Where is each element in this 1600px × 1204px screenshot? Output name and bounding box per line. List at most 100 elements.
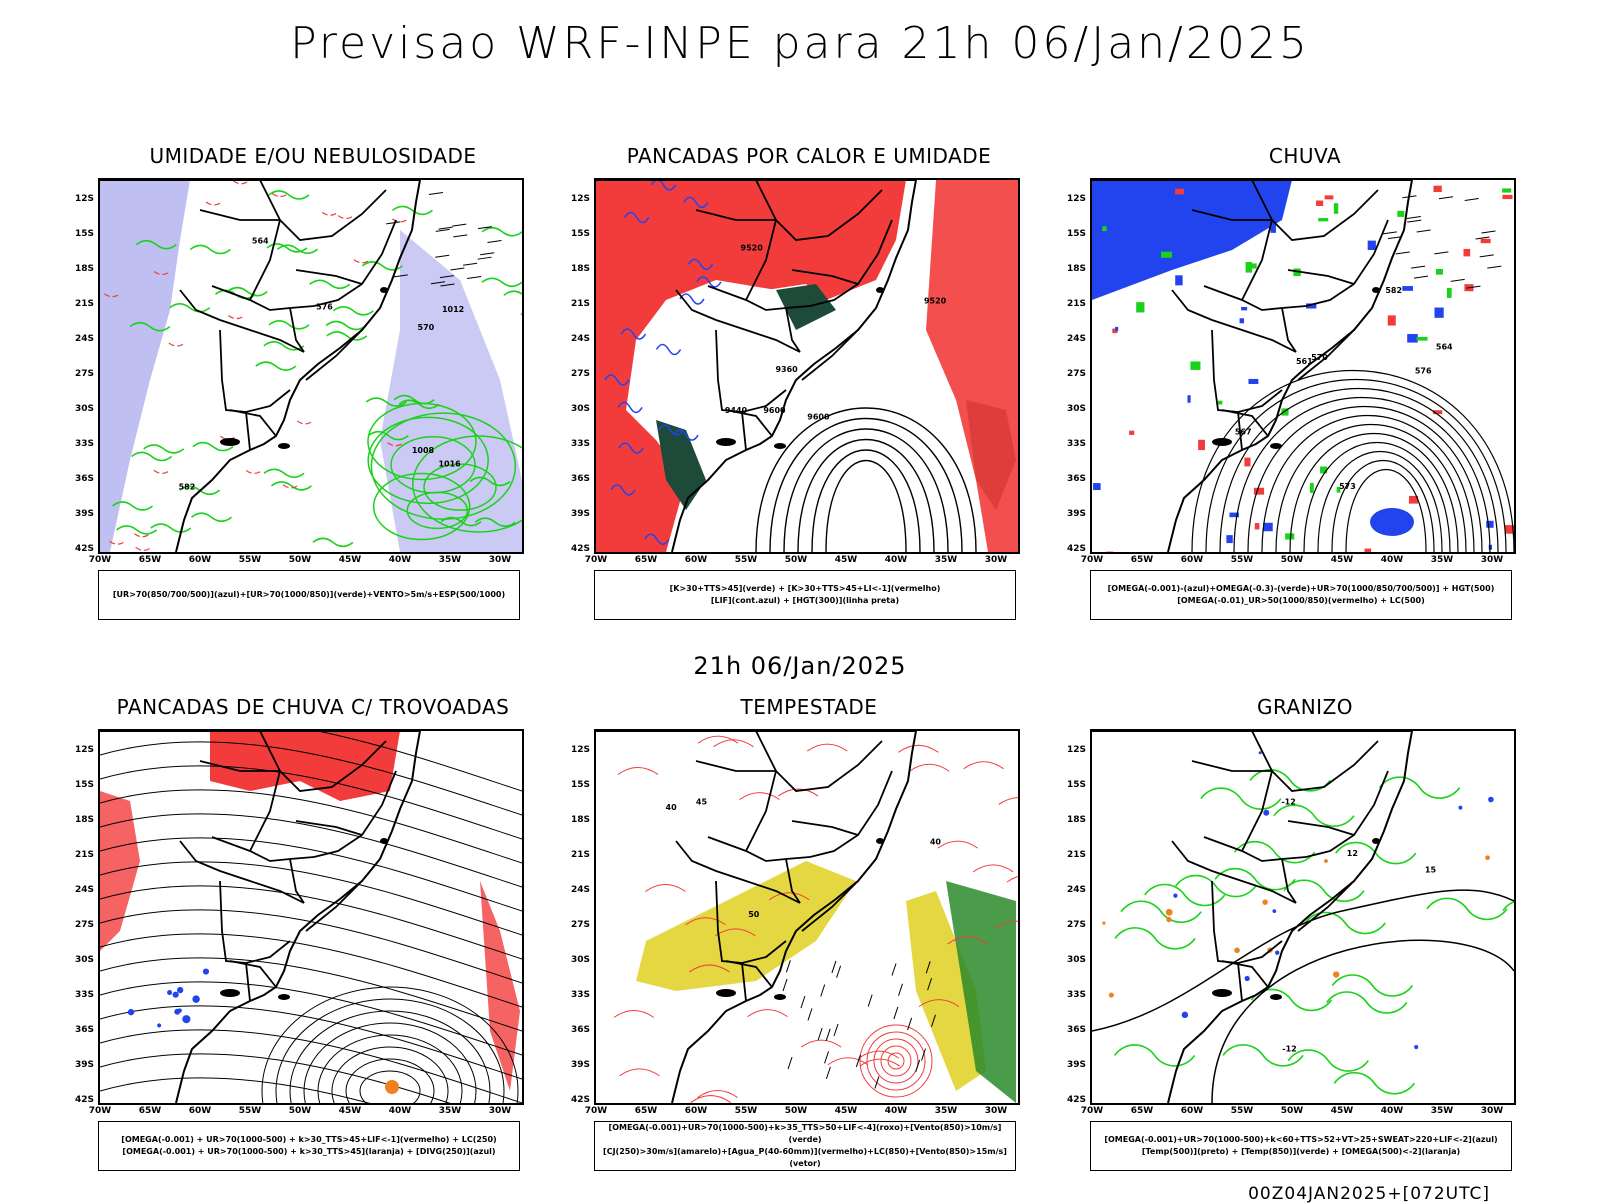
streamline	[100, 790, 522, 863]
lake	[380, 287, 388, 293]
longitude-tick-label: 45W	[335, 555, 365, 565]
latitude-tick-label: 36S	[560, 474, 590, 484]
wind-vector	[868, 995, 872, 1007]
contour-green	[326, 321, 366, 329]
legend-box: [UR>70(850/700/500)](azul)+[UR>70(1000/8…	[98, 570, 520, 620]
longitude-tick-label: 30W	[1477, 1106, 1507, 1116]
longitude-tick-label: 30W	[981, 1106, 1011, 1116]
lc850-streamline	[999, 798, 1018, 805]
precip-cell	[1318, 218, 1328, 221]
contour-green	[521, 311, 522, 319]
longitude-tick-label: 70W	[1077, 1106, 1107, 1116]
precip-cell	[1104, 242, 1114, 248]
temp500-contour	[1212, 940, 1514, 1103]
contour-label: 570	[1311, 353, 1328, 362]
vortex-contour	[867, 1032, 925, 1090]
temp850-contour	[1201, 788, 1281, 809]
country-border	[696, 761, 776, 771]
country-border	[792, 821, 858, 835]
latitude-tick-label: 30S	[64, 404, 94, 414]
latitude-tick-label: 36S	[64, 1025, 94, 1035]
lc850-streamline	[938, 841, 978, 848]
country-border	[246, 963, 250, 1001]
hail-cell	[1166, 917, 1171, 922]
temp850-contour	[1503, 900, 1514, 921]
contour-label: 582	[179, 483, 196, 492]
wind-vector	[801, 996, 805, 1008]
precip-cell	[1190, 361, 1200, 369]
hail-cell	[1458, 806, 1462, 810]
latitude-tick-label: 42S	[64, 544, 94, 554]
panel-title: UMIDADE E/OU NEBULOSIDADE	[98, 144, 528, 168]
legend-box: [OMEGA(-0.001)+UR>70(1000-500)+k<60+TTS>…	[1090, 1121, 1512, 1171]
wind-vector	[1439, 197, 1453, 199]
latitude-tick-label: 12S	[560, 745, 590, 755]
latitude-tick-label: 36S	[1056, 474, 1086, 484]
legend-line: [OMEGA(-0.001) + UR>70(1000-500) + k>30_…	[99, 1134, 519, 1146]
latitude-tick-label: 15S	[64, 229, 94, 239]
lc850-streamline	[973, 865, 1013, 872]
precip-cell	[1502, 195, 1512, 199]
temp850-contour	[1115, 928, 1195, 949]
hail-cell	[1182, 1012, 1188, 1018]
longitude-tick-label: 70W	[581, 1106, 611, 1116]
latitude-tick-label: 15S	[64, 780, 94, 790]
longitude-tick-label: 70W	[581, 555, 611, 565]
latitude-tick-label: 24S	[64, 334, 94, 344]
precip-cell	[1481, 239, 1491, 243]
latitude-tick-label: 30S	[560, 955, 590, 965]
contour-green	[327, 332, 367, 340]
longitude-tick-label: 30W	[1477, 555, 1507, 565]
precip-cell	[1417, 337, 1428, 341]
wind-vector	[834, 1024, 838, 1036]
wind-vector	[818, 1028, 822, 1040]
latitude-tick-label: 18S	[64, 815, 94, 825]
country-border	[180, 841, 304, 903]
wind-vector	[808, 1008, 812, 1020]
contour-green	[269, 321, 309, 329]
precip-cell	[1316, 200, 1323, 205]
run-timestamp: 00Z04JAN2025+[072UTC]	[1248, 1184, 1490, 1204]
wind-vector	[1481, 231, 1495, 233]
precip-cell	[1175, 189, 1184, 195]
longitude-tick-label: 35W	[931, 555, 961, 565]
latitude-tick-label: 27S	[1056, 369, 1086, 379]
longitude-tick-label: 60W	[185, 555, 215, 565]
precip-cell	[1434, 308, 1443, 318]
country-border	[306, 330, 362, 380]
lif-contour	[657, 345, 681, 355]
longitude-tick-label: 40W	[881, 555, 911, 565]
country-border	[1306, 220, 1388, 306]
thunderstorm-field-red	[100, 791, 140, 951]
lake	[278, 994, 290, 1000]
legend-line: [CJ(250)>30m/s](amarelo)+[Agua_P(40-60mm…	[595, 1146, 1015, 1170]
precip-cell	[1447, 288, 1452, 298]
latitude-tick-label: 42S	[1056, 1095, 1086, 1105]
country-border	[296, 821, 362, 835]
legend-box: [OMEGA(-0.001)-(azul)+OMEGA(-0.3)-(verde…	[1090, 570, 1512, 620]
longitude-tick-label: 55W	[235, 555, 265, 565]
streamline	[100, 958, 522, 1031]
latitude-tick-label: 36S	[64, 474, 94, 484]
lc850-streamline	[898, 745, 938, 752]
precip-cell	[1436, 269, 1443, 275]
longitude-tick-label: 40W	[1377, 555, 1407, 565]
height-contour	[826, 461, 906, 553]
contour-red-dashed	[233, 181, 249, 184]
longitude-tick-label: 45W	[831, 1106, 861, 1116]
longitude-tick-label: 35W	[931, 1106, 961, 1116]
contour-label: 582	[1385, 286, 1402, 295]
lc850-streamline	[748, 1010, 788, 1017]
contour-label: -12	[1281, 797, 1295, 806]
latitude-tick-label: 39S	[560, 509, 590, 519]
hail-cell	[1275, 951, 1279, 955]
precip-cell	[1325, 195, 1334, 199]
latitude-tick-label: 39S	[64, 1060, 94, 1070]
latitude-tick-label: 36S	[1056, 1025, 1086, 1035]
streamline	[100, 862, 522, 935]
geopotential-contour	[1206, 380, 1506, 553]
contour-label: 9520	[741, 243, 764, 252]
